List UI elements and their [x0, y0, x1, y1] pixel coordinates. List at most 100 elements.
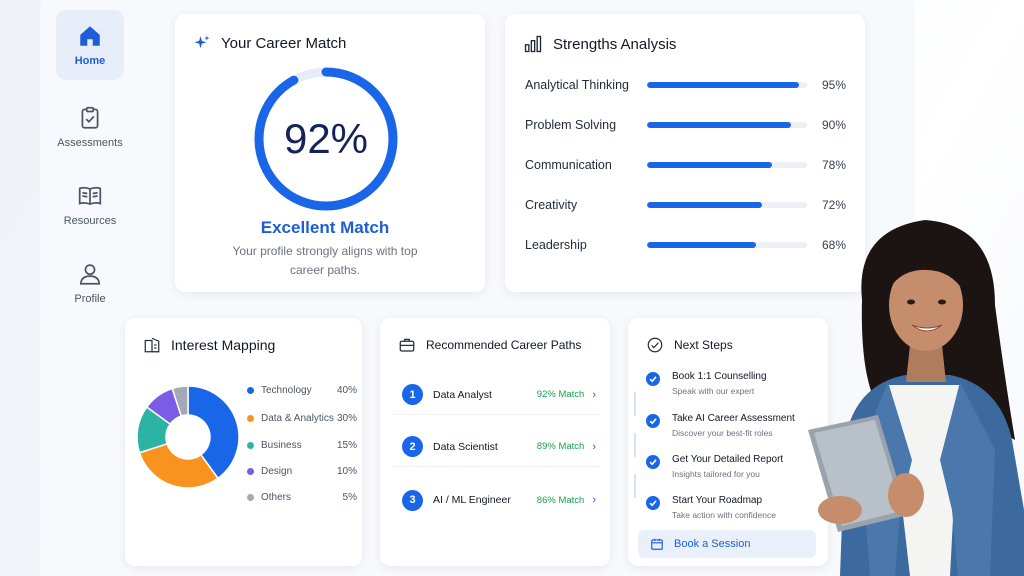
step-connector — [634, 474, 636, 498]
legend-dot — [247, 414, 254, 422]
legend-item: Technology 40% — [247, 383, 357, 397]
ring-progress — [254, 67, 398, 211]
strength-bar-fill — [647, 82, 799, 88]
legend-dot — [247, 386, 254, 394]
rank-badge: 2 — [402, 436, 423, 457]
strength-bar-fill — [647, 242, 756, 248]
strength-name: Problem Solving — [525, 118, 617, 132]
interest-mapping-card: Interest Mapping Technology 40% Data & A… — [125, 318, 362, 566]
strength-bar-fill — [647, 162, 772, 168]
strength-row: Creativity 72% — [525, 195, 855, 215]
legend-dot — [247, 493, 254, 501]
step-subtitle: Insights tailored for you — [672, 469, 760, 479]
card-title: Strengths Analysis — [553, 35, 677, 53]
bar-chart-icon — [524, 35, 542, 53]
sidebar-item-label: Profile — [74, 293, 106, 305]
clipboard-icon — [81, 106, 99, 129]
match-ring: 92% — [251, 64, 401, 214]
strength-row: Leadership 68% — [525, 235, 855, 255]
sidebar-item-profile[interactable]: Profile — [56, 248, 124, 318]
mapping-icon — [144, 337, 160, 353]
sidebar-item-home[interactable]: Home — [56, 10, 124, 80]
calendar-icon — [651, 538, 663, 550]
strength-bar — [647, 162, 807, 168]
sidebar-item-label: Assessments — [57, 137, 123, 149]
career-path-item[interactable]: 3 AI / ML Engineer 86% Match › — [392, 480, 600, 520]
strength-row: Problem Solving 90% — [525, 115, 855, 135]
career-path-name: AI / ML Engineer — [433, 494, 511, 506]
card-title: Recommended Career Paths — [426, 338, 582, 352]
legend-dot — [247, 441, 254, 449]
legend-percentage: 40% — [336, 384, 357, 396]
strength-percentage: 78% — [822, 158, 847, 172]
strength-row: Communication 78% — [525, 155, 855, 175]
step-subtitle: Discover your best-fit roles — [672, 428, 773, 438]
book-session-button[interactable]: Book a Session — [638, 530, 816, 558]
match-description: Your profile strongly aligns with top ca… — [232, 244, 418, 277]
check-icon — [646, 455, 660, 469]
person-with-tablet-image — [808, 220, 1024, 576]
home-icon — [80, 26, 100, 46]
legend-name: Business — [261, 439, 302, 451]
strength-bar — [647, 82, 807, 88]
strength-bar — [647, 202, 807, 208]
sidebar-item-resources[interactable]: Resources — [56, 170, 124, 240]
check-circle-icon — [647, 337, 663, 353]
legend-item: Data & Analytics 30% — [247, 411, 357, 425]
strength-name: Analytical Thinking — [525, 78, 629, 92]
donut-slice — [171, 385, 189, 418]
donut-slice — [187, 385, 240, 480]
strength-bar-fill — [647, 122, 791, 128]
strength-row: Analytical Thinking 95% — [525, 75, 855, 95]
step-connector — [634, 392, 636, 416]
book-icon — [78, 186, 102, 206]
step-title: Start Your Roadmap — [672, 495, 763, 506]
career-path-item[interactable]: 2 Data Scientist 89% Match › — [392, 427, 600, 467]
strength-percentage: 68% — [822, 238, 847, 252]
match-label: Excellent Match — [260, 218, 390, 237]
legend-name: Others — [261, 491, 292, 503]
strength-name: Creativity — [525, 198, 578, 212]
step-title: Book 1:1 Counselling — [672, 371, 767, 382]
step-title: Take AI Career Assessment — [672, 413, 795, 424]
career-match-card: Your Career Match 92% Excellent Match Yo… — [175, 14, 485, 292]
donut-slice — [138, 442, 220, 489]
step-subtitle: Take action with confidence — [672, 510, 776, 520]
check-icon — [646, 372, 660, 386]
check-icon — [646, 496, 660, 510]
legend-percentage: 30% — [336, 412, 357, 424]
strengths-card: Strengths Analysis Analytical Thinking 9… — [505, 14, 865, 292]
check-icon — [646, 414, 660, 428]
briefcase-icon — [399, 338, 415, 352]
career-path-name: Data Scientist — [433, 440, 498, 453]
career-path-name: Data Analyst — [433, 388, 492, 401]
chevron-right-icon: › — [592, 388, 596, 401]
career-path-item[interactable]: 1 Data Analyst 92% Match › — [392, 375, 600, 415]
card-title: Next Steps — [674, 338, 733, 352]
strength-percentage: 72% — [822, 198, 847, 212]
strength-bar — [647, 122, 807, 128]
chevron-right-icon: › — [592, 494, 596, 506]
legend-name: Data & Analytics — [261, 412, 334, 424]
legend-percentage: 5% — [342, 491, 357, 503]
rank-badge: 1 — [402, 384, 423, 405]
legend-item: Business 15% — [247, 438, 357, 452]
sidebar-item-assessments[interactable]: Assessments — [56, 92, 124, 162]
sidebar: Home Assessments Resources Profile — [48, 0, 132, 320]
legend-dot — [247, 467, 254, 475]
interest-donut-chart — [136, 385, 240, 489]
step-title: Get Your Detailed Report — [672, 454, 784, 465]
user-icon — [79, 264, 101, 285]
legend-name: Technology — [261, 384, 312, 396]
card-title: Your Career Match — [221, 34, 347, 52]
strength-bar — [647, 242, 807, 248]
sidebar-item-label: Home — [74, 55, 106, 67]
step-connector — [634, 433, 636, 457]
legend-item: Others 5% — [247, 490, 357, 504]
match-score: 86% Match — [536, 494, 585, 506]
strength-bar-fill — [647, 202, 763, 208]
legend-item: Design 10% — [247, 464, 357, 478]
match-percentage: 92% — [283, 115, 369, 162]
legend-percentage: 15% — [336, 439, 357, 451]
match-score: 89% Match — [536, 441, 585, 452]
